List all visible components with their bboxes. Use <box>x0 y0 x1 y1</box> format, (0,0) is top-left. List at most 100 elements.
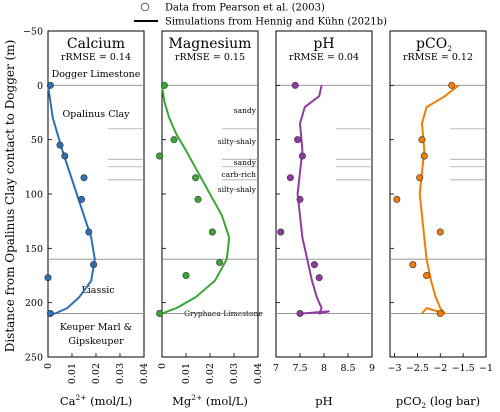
data-point-ph-8 <box>296 310 304 318</box>
y-tick-label-2: 50 <box>31 135 43 146</box>
data-point-mg-0 <box>160 81 168 89</box>
annot-opalinus: Opalinus Clay <box>62 109 130 120</box>
data-point-mg-1 <box>170 136 178 144</box>
legend-data-marker <box>140 2 150 12</box>
x-label-ca: Ca2+ (mol/L) <box>60 393 132 408</box>
data-point-pco2-2 <box>420 152 428 160</box>
annot-keuper-1: Keuper Marl & <box>60 322 132 333</box>
x-tick-label-mg-4: 0.04 <box>253 363 264 384</box>
panel-title-mg: Magnesium <box>169 36 252 52</box>
x-label-ca-unit: (mol/L) <box>87 394 133 408</box>
x-label-mg-sup: 2+ <box>191 393 202 402</box>
x-label-pco2-unit: (log bar) <box>426 394 480 408</box>
annot-liassic: Liassic <box>81 285 114 296</box>
panel-title-ca: Calcium <box>67 36 125 52</box>
x-tick-label-ph-4: 9 <box>369 363 375 374</box>
data-point-ca-3 <box>80 174 88 182</box>
x-tick-label-ca-2: 0.02 <box>91 363 102 384</box>
legend: Data from Pearson et al. (2003) Simulati… <box>134 3 387 28</box>
data-point-mg-4 <box>194 195 202 203</box>
x-tick-label-ca-3: 0.03 <box>115 363 126 384</box>
data-point-ph-6 <box>310 261 318 269</box>
legend-data-label: Data from Pearson et al. (2003) <box>165 3 325 14</box>
annot-keuper-2: Gipskeuper <box>68 336 124 347</box>
data-point-pco2-0 <box>448 81 456 89</box>
data-point-ph-7 <box>315 274 323 282</box>
data-point-ph-4 <box>296 195 304 203</box>
annot-dogger: Dogger Limestone <box>52 69 141 80</box>
data-point-ca-6 <box>90 261 98 269</box>
annot-silty-shaly-1: silty-shaly <box>218 137 257 146</box>
annot-sandy-1: sandy <box>234 106 257 115</box>
x-tick-label-mg-0: 0 <box>157 363 168 369</box>
x-label-mg-main: Mg <box>172 394 192 408</box>
rrmse-ph: rRMSE = 0.04 <box>289 52 359 63</box>
x-tick-label-ca-4: 0.04 <box>139 363 150 384</box>
data-point-ph-5 <box>277 228 285 236</box>
panel-frame-pco2 <box>389 30 487 358</box>
x-label-mg-unit: (mol/L) <box>202 394 248 408</box>
data-point-pco2-7 <box>423 271 431 279</box>
x-label-ca-main: Ca <box>60 394 76 408</box>
rrmse-pco2: rRMSE = 0.12 <box>403 52 473 63</box>
data-point-ph-1 <box>294 136 302 144</box>
data-point-ph-3 <box>286 174 294 182</box>
data-point-ca-0 <box>46 81 54 89</box>
x-tick-label-ca-1: 0.01 <box>67 363 78 384</box>
panel-title-pco2: pCO2 <box>416 36 452 53</box>
x-tick-label-mg-2: 0.02 <box>205 363 216 384</box>
data-point-pco2-1 <box>418 136 426 144</box>
y-tick-label-5: 200 <box>25 298 43 309</box>
x-label-pco2-sub: 2 <box>421 401 426 410</box>
x-tick-label-pco2-2: −2 <box>433 363 447 374</box>
x-tick-label-pco2-0: −3 <box>388 363 402 374</box>
data-point-mg-3 <box>192 174 200 182</box>
sim-curve-mg <box>161 85 231 315</box>
y-axis-title: Distance from Opalinus Clay contact to D… <box>3 40 17 353</box>
annot-silty-shaly-2: silty-shaly <box>218 185 257 194</box>
x-label-pco2-main: pCO <box>396 394 422 408</box>
data-point-mg-5 <box>208 228 216 236</box>
sim-curve-ca <box>47 85 96 315</box>
data-point-pco2-3 <box>416 174 424 182</box>
y-tick-label-3: 100 <box>25 190 43 201</box>
panel-title-pco2-main: pCO <box>416 36 447 52</box>
x-label-ca-sup: 2+ <box>75 393 86 402</box>
x-tick-label-pco2-4: −1 <box>479 363 493 374</box>
y-tick-label-4: 150 <box>25 244 43 255</box>
x-tick-label-ph-1: 7.5 <box>292 363 307 374</box>
data-point-mg-7 <box>182 271 190 279</box>
x-tick-label-ph-2: 8 <box>321 363 327 374</box>
annot-sandy-2: sandy <box>234 158 257 167</box>
x-tick-label-pco2-3: −1.5 <box>452 363 475 374</box>
sim-curve-pco2 <box>418 84 460 315</box>
y-tick-label-0: −50 <box>23 27 43 38</box>
legend-sim-label: Simulations from Hennig and Kühn (2021b) <box>165 17 387 28</box>
data-point-ph-0 <box>291 81 299 89</box>
data-point-pco2-4 <box>393 195 401 203</box>
panel-title-ph: pH <box>313 36 334 52</box>
data-point-ph-2 <box>298 152 306 160</box>
sim-curve-ph <box>296 85 330 315</box>
data-point-mg-6 <box>216 258 224 266</box>
data-point-ca-7 <box>44 274 52 282</box>
rrmse-ca: rRMSE = 0.14 <box>61 52 131 63</box>
data-point-mg-2 <box>156 152 164 160</box>
rrmse-mg: rRMSE = 0.15 <box>175 52 245 63</box>
data-point-pco2-6 <box>409 261 417 269</box>
x-label-mg: Mg2+ (mol/L) <box>172 393 248 408</box>
data-point-ca-1 <box>56 141 64 149</box>
x-tick-label-ph-0: 7 <box>273 363 279 374</box>
data-point-ca-8 <box>46 310 54 318</box>
panel-title-pco2-sub: 2 <box>447 44 452 53</box>
x-tick-label-pco2-1: −2.5 <box>406 363 429 374</box>
data-point-pco2-5 <box>436 228 444 236</box>
data-point-pco2-8 <box>436 310 444 318</box>
data-point-ca-4 <box>78 195 86 203</box>
panel-frame-ph <box>275 30 373 358</box>
y-tick-label-6: 250 <box>25 353 43 364</box>
annot-carb-rich: carb-rich <box>221 170 256 179</box>
data-point-ca-5 <box>85 228 93 236</box>
x-tick-label-mg-1: 0.01 <box>181 363 192 384</box>
